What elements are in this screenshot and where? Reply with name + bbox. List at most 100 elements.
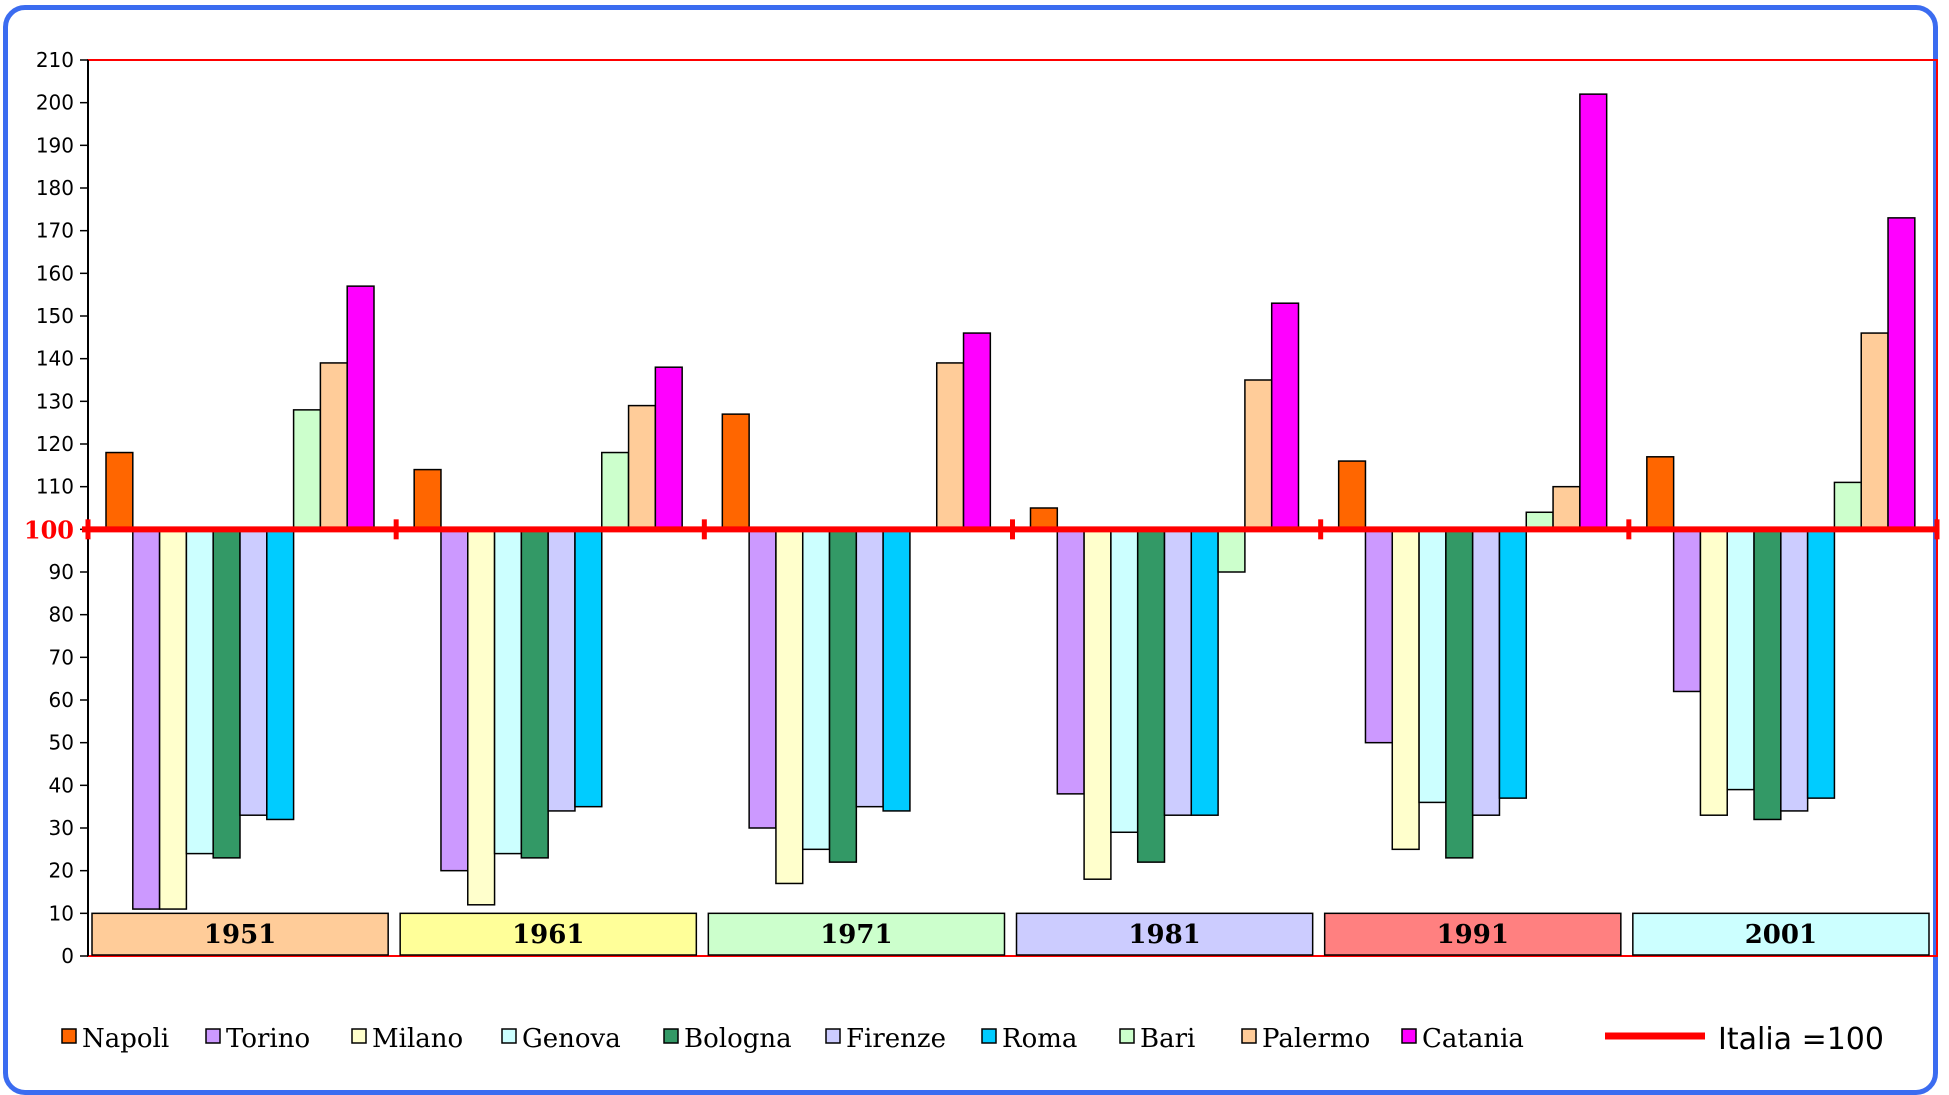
bar-palermo-1971 <box>935 362 965 531</box>
category-label-2001: 2001 <box>1745 920 1817 950</box>
category-label-1951: 1951 <box>204 920 276 950</box>
legend-label-palermo: Palermo <box>1262 1024 1370 1054</box>
bar-napoli-2001 <box>1646 456 1675 531</box>
y-tick-label: 210 <box>36 48 74 72</box>
bar-bologna-2001 <box>1753 528 1782 821</box>
bar-genova-1961 <box>493 528 523 855</box>
bar-bologna-1971 <box>828 528 858 863</box>
bar-milano-2001 <box>1699 528 1728 816</box>
bar-milano-1991 <box>1391 528 1420 851</box>
bar-napoli-1991 <box>1337 460 1367 531</box>
bar-milano-1961 <box>467 528 496 906</box>
bar-bologna-1951 <box>212 528 241 859</box>
bar-torino-1951 <box>132 528 161 910</box>
category-box-1981 <box>1015 912 1314 956</box>
bar-catania-1981 <box>1270 302 1300 531</box>
legend-swatch-palermo <box>1241 1028 1257 1044</box>
legend-swatch-firenze <box>825 1028 841 1044</box>
bar-bologna-1991 <box>1445 528 1474 859</box>
legend-swatch-napoli <box>61 1028 77 1044</box>
bar-catania-1951 <box>346 285 375 531</box>
legend: Napoli Torino Milano Genova Bologna Firenze Ro… <box>61 1022 1884 1057</box>
y-tick-label: 190 <box>36 133 74 157</box>
legend-swatch-milano <box>351 1028 367 1044</box>
y-tick-label: 90 <box>49 560 74 584</box>
y-tick-label: 200 <box>36 91 74 115</box>
y-tick-label: 0 <box>61 944 74 968</box>
y-tick-label: 80 <box>49 603 74 627</box>
y-tick-label: 40 <box>49 773 74 797</box>
legend-label-italia: Italia =100 <box>1718 1022 1884 1057</box>
y-tick-label: 110 <box>36 475 74 499</box>
legend-label-roma: Roma <box>1002 1024 1077 1054</box>
bar-firenze-2001 <box>1780 528 1809 812</box>
bar-palermo-2001 <box>1860 332 1889 531</box>
legend-label-catania: Catania <box>1422 1024 1524 1054</box>
bar-genova-2001 <box>1726 528 1755 791</box>
legend-label-firenze: Firenze <box>846 1024 946 1054</box>
bar-bari-1951 <box>292 409 322 531</box>
y-tick-label: 70 <box>49 645 74 669</box>
bar-torino-1971 <box>748 528 777 829</box>
bar-catania-1961 <box>654 366 683 531</box>
category-label-1991: 1991 <box>1437 920 1509 950</box>
bar-genova-1991 <box>1418 528 1447 804</box>
bar-torino-1991 <box>1364 528 1394 744</box>
y-tick-label: 170 <box>36 219 74 243</box>
bar-napoli-1961 <box>413 468 442 531</box>
y-tick-label: 10 <box>49 901 74 925</box>
bar-roma-1991 <box>1498 528 1528 799</box>
category-box-1951 <box>91 912 389 956</box>
category-box-1971 <box>707 912 1006 956</box>
bar-palermo-1951 <box>319 362 348 531</box>
category-box-1961 <box>399 912 698 956</box>
bar-roma-1961 <box>574 528 603 808</box>
bar-napoli-1981 <box>1029 507 1059 531</box>
bar-genova-1971 <box>801 528 831 851</box>
bar-roma-1971 <box>882 528 911 812</box>
bar-firenze-1951 <box>239 528 268 816</box>
y-axis: 0 10 20 30 40 50 60 70 80 90 110 120 130 140 150 160 170… <box>36 48 89 968</box>
bar-catania-1971 <box>962 332 992 531</box>
bar-bari-1961 <box>601 451 630 531</box>
category-box-1991 <box>1323 912 1622 956</box>
bar-palermo-1981 <box>1244 379 1273 531</box>
bar-torino-1981 <box>1056 528 1085 795</box>
category-labels: 1951 1961 1971 1981 1991 2001 <box>91 912 1930 956</box>
bar-bologna-1981 <box>1136 528 1166 863</box>
y-tick-label: 60 <box>49 688 74 712</box>
bar-bari-1981 <box>1217 528 1246 573</box>
y-tick-label: 160 <box>36 261 74 285</box>
reference-tick-label: 100 <box>24 515 74 544</box>
legend-swatch-bari <box>1119 1028 1135 1044</box>
legend-label-napoli: Napoli <box>82 1024 169 1054</box>
reference-line-group: 100 <box>24 515 1940 544</box>
bar-napoli-1951 <box>105 451 134 531</box>
y-tick-label: 130 <box>36 389 74 413</box>
bar-milano-1981 <box>1083 528 1112 880</box>
bar-bari-2001 <box>1833 481 1862 531</box>
bars <box>105 93 1916 910</box>
y-tick-label: 120 <box>36 432 74 456</box>
legend-swatch-torino <box>205 1028 221 1044</box>
bar-roma-1981 <box>1190 528 1219 816</box>
legend-swatch-catania <box>1401 1028 1417 1044</box>
bar-bologna-1961 <box>520 528 549 859</box>
bar-napoli-1971 <box>721 413 750 531</box>
y-tick-label: 50 <box>49 731 74 755</box>
legend-swatch-roma <box>981 1028 997 1044</box>
bar-catania-1991 <box>1579 93 1608 531</box>
bar-firenze-1961 <box>547 528 576 812</box>
y-tick-label: 140 <box>36 347 74 371</box>
y-tick-label: 20 <box>49 859 74 883</box>
bar-catania-2001 <box>1887 217 1916 531</box>
y-tick-label: 150 <box>36 304 74 328</box>
bar-torino-1961 <box>440 528 469 872</box>
bar-roma-1951 <box>266 528 295 821</box>
legend-label-bologna: Bologna <box>684 1024 792 1054</box>
bar-palermo-1961 <box>627 404 657 531</box>
legend-label-bari: Bari <box>1140 1024 1195 1054</box>
category-label-1981: 1981 <box>1128 920 1200 950</box>
bar-milano-1951 <box>158 528 188 910</box>
